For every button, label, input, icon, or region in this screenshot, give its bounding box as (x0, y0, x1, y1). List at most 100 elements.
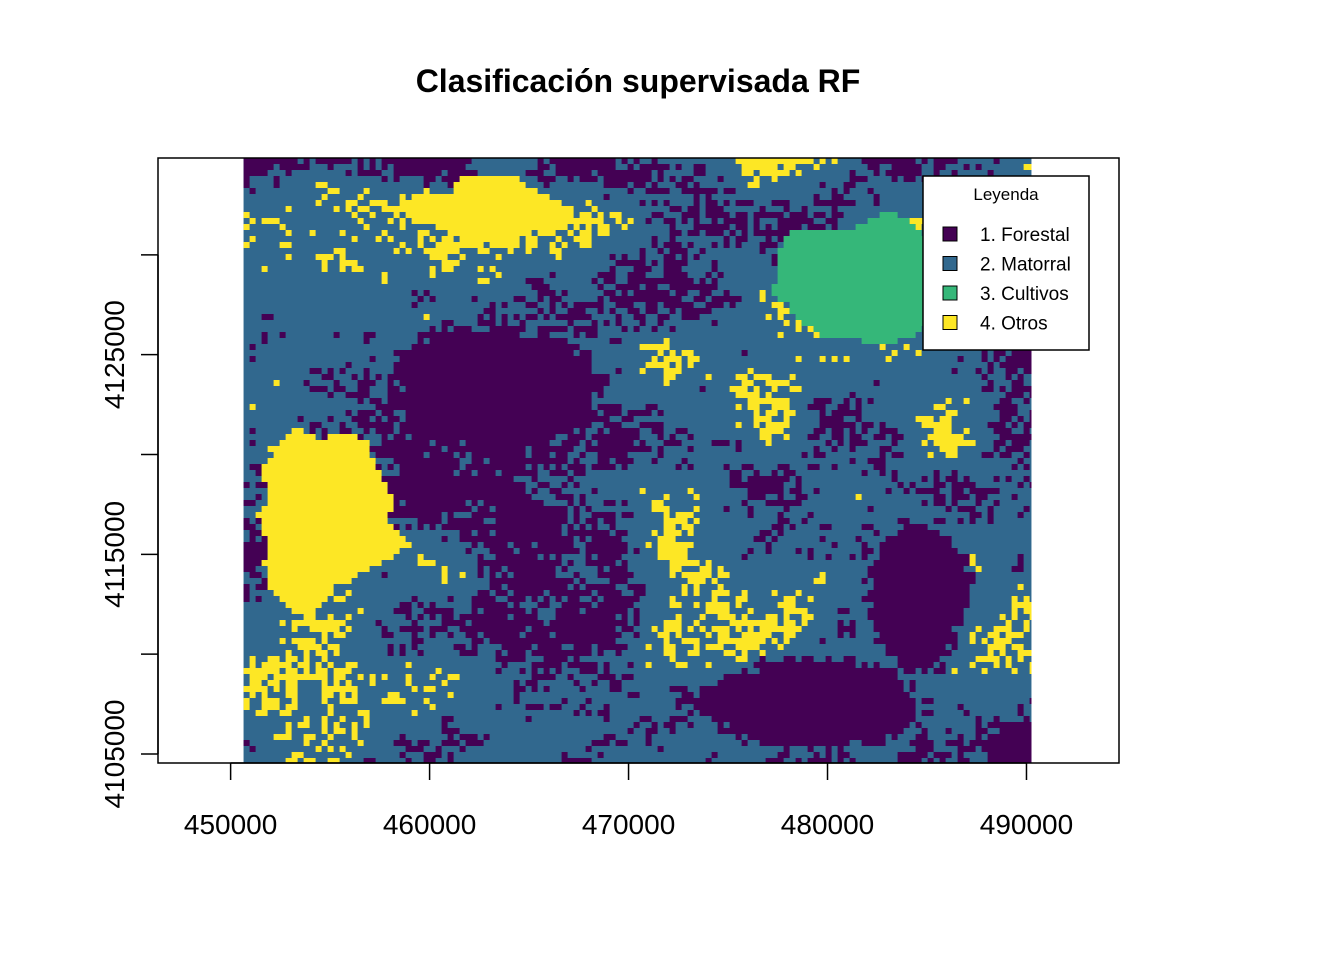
raster-cell (657, 410, 664, 416)
raster-cell (477, 320, 496, 326)
raster-cell (321, 692, 334, 698)
raster-cell (303, 650, 310, 656)
raster-cell (711, 218, 718, 224)
raster-cell (279, 242, 292, 248)
x-axis: 450000 460000 470000 480000 490000 (184, 762, 1073, 840)
raster-cell (477, 566, 484, 572)
raster-cell (1017, 650, 1032, 656)
raster-cell (393, 494, 532, 500)
raster-cell (867, 608, 964, 614)
raster-cell (273, 182, 280, 188)
raster-cell (525, 242, 538, 248)
raster-cell (693, 602, 700, 608)
raster-cell (579, 212, 592, 218)
raster-cell (687, 464, 694, 470)
raster-cell (417, 296, 424, 302)
raster-cell (957, 704, 964, 710)
raster-cell (327, 704, 334, 710)
raster-cell (513, 686, 526, 692)
raster-cell (849, 440, 868, 446)
raster-cell (429, 236, 436, 242)
raster-cell (675, 632, 682, 638)
raster-cell (759, 242, 778, 248)
raster-cell (849, 758, 856, 763)
raster-cell (273, 734, 292, 740)
raster-cell (1017, 656, 1024, 662)
raster-cell (381, 230, 388, 236)
raster-cell (603, 668, 610, 674)
raster-cell (603, 500, 616, 506)
raster-cell (321, 632, 328, 638)
raster-cell (447, 674, 460, 680)
raster-cell (459, 536, 574, 542)
raster-cell (735, 656, 748, 662)
raster-cell (921, 710, 934, 716)
raster-cell (429, 266, 436, 272)
raster-cell (411, 686, 418, 692)
raster-cell (657, 350, 664, 356)
raster-cell (333, 632, 346, 638)
raster-cell (813, 326, 922, 332)
raster-cell (837, 746, 844, 752)
raster-cell (249, 680, 262, 686)
raster-cell (951, 368, 958, 374)
raster-cell (441, 320, 454, 326)
raster-cell (543, 656, 568, 662)
raster-cell (873, 464, 886, 470)
raster-cell (249, 188, 256, 194)
raster-cell (777, 224, 802, 230)
raster-cell (285, 680, 298, 686)
raster-cell (615, 530, 628, 536)
raster-cell (309, 422, 322, 428)
raster-cell (1011, 608, 1018, 614)
raster-cell (477, 266, 484, 272)
raster-cell (873, 584, 970, 590)
raster-cell (531, 464, 538, 470)
raster-cell (693, 494, 700, 500)
raster-cell (615, 260, 646, 266)
raster-cell (315, 746, 322, 752)
raster-cell (567, 308, 586, 314)
raster-cell (411, 632, 418, 638)
raster-cell (873, 638, 958, 644)
raster-cell (393, 500, 400, 506)
raster-cell (651, 722, 658, 728)
raster-cell (417, 602, 424, 608)
raster-cell (747, 626, 754, 632)
raster-cell (645, 308, 658, 314)
raster-cell (873, 530, 880, 536)
raster-cell (597, 170, 652, 176)
raster-cell (759, 740, 850, 746)
raster-cell (585, 584, 616, 590)
raster-cell (933, 164, 946, 170)
raster-cell (891, 476, 898, 482)
raster-cell (663, 356, 682, 362)
raster-cell (651, 242, 658, 248)
raster-cell (969, 518, 976, 524)
raster-cell (603, 278, 616, 284)
raster-cell (669, 602, 682, 608)
raster-cell (831, 410, 862, 416)
raster-cell (489, 314, 496, 320)
raster-cell (735, 602, 742, 608)
raster-cell (351, 722, 358, 728)
raster-cell (489, 548, 514, 554)
raster-cell (507, 248, 514, 254)
raster-cell (627, 662, 634, 668)
raster-cell (429, 452, 454, 458)
raster-cell (1005, 368, 1018, 374)
raster-cell (849, 632, 856, 638)
raster-cell (327, 392, 334, 398)
raster-cell (825, 218, 838, 224)
raster-cell (411, 344, 580, 350)
raster-cell (567, 524, 574, 530)
raster-cell (447, 446, 526, 452)
raster-cell (399, 626, 424, 632)
raster-cell (795, 356, 802, 362)
raster-cell (333, 596, 346, 602)
raster-cell (411, 302, 418, 308)
raster-cell (831, 206, 838, 212)
raster-cell (765, 500, 802, 506)
raster-cell (933, 752, 952, 758)
raster-cell (795, 758, 802, 763)
